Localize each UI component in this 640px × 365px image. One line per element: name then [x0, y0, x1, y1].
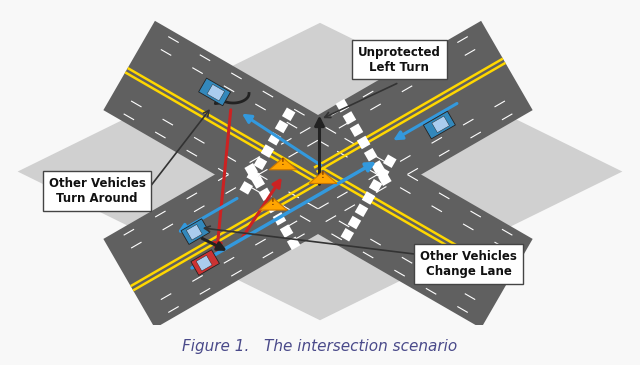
Polygon shape [348, 216, 361, 229]
Polygon shape [424, 111, 456, 139]
Text: Unprotected
Left Turn: Unprotected Left Turn [358, 46, 441, 73]
Polygon shape [196, 255, 212, 271]
Polygon shape [253, 157, 267, 170]
Polygon shape [191, 250, 220, 275]
Polygon shape [362, 191, 375, 205]
Polygon shape [186, 224, 202, 240]
Polygon shape [309, 172, 337, 184]
Polygon shape [355, 203, 368, 217]
Polygon shape [280, 224, 293, 238]
Polygon shape [104, 21, 344, 219]
Polygon shape [378, 173, 392, 186]
Polygon shape [350, 123, 364, 137]
Polygon shape [340, 228, 354, 242]
Polygon shape [432, 116, 449, 132]
Text: !: ! [271, 198, 275, 207]
Polygon shape [371, 160, 385, 174]
Polygon shape [244, 163, 258, 177]
Polygon shape [260, 144, 274, 158]
Polygon shape [268, 132, 282, 146]
Polygon shape [104, 130, 344, 328]
Polygon shape [259, 188, 272, 201]
Polygon shape [292, 21, 532, 219]
Polygon shape [252, 175, 265, 189]
Text: !: ! [281, 158, 285, 167]
Polygon shape [273, 212, 286, 226]
Text: Other Vehicles
Change Lane: Other Vehicles Change Lane [420, 250, 517, 278]
Text: Figure 1.   The intersection scenario: Figure 1. The intersection scenario [182, 339, 458, 354]
Polygon shape [181, 219, 209, 245]
Text: !: ! [321, 171, 325, 180]
Polygon shape [269, 158, 297, 170]
Polygon shape [198, 78, 230, 106]
Polygon shape [246, 169, 260, 182]
Polygon shape [207, 84, 225, 101]
Polygon shape [342, 111, 356, 125]
Polygon shape [292, 130, 532, 328]
Polygon shape [357, 136, 371, 149]
Polygon shape [364, 148, 378, 161]
Polygon shape [287, 237, 300, 250]
Polygon shape [369, 179, 383, 192]
Polygon shape [292, 130, 344, 219]
Polygon shape [335, 99, 349, 112]
Polygon shape [383, 154, 397, 168]
Polygon shape [259, 198, 287, 210]
Polygon shape [239, 181, 253, 195]
Polygon shape [282, 108, 296, 121]
Polygon shape [18, 23, 622, 320]
Polygon shape [266, 200, 279, 214]
Polygon shape [275, 120, 289, 133]
Polygon shape [376, 167, 390, 180]
Text: Other Vehicles
Turn Around: Other Vehicles Turn Around [49, 177, 145, 205]
